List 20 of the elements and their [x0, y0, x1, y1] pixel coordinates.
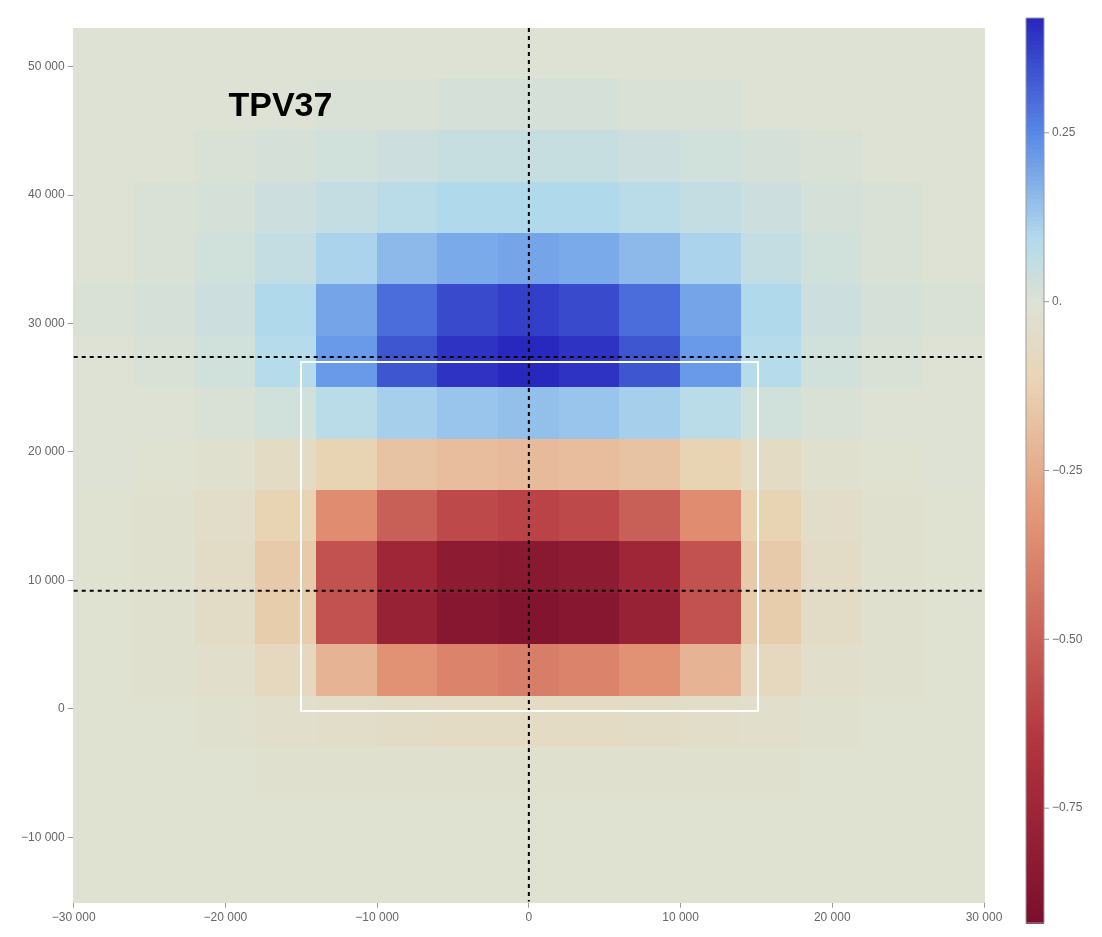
color-bar-label: 0.: [1052, 293, 1063, 308]
color-bar-label: −0.25: [1052, 462, 1083, 477]
y-tick-label: 40 000: [28, 187, 66, 202]
color-bar-label: 0.25: [1052, 125, 1076, 140]
color-bar-label: −0.75: [1052, 800, 1083, 815]
color-bar-label: −0.50: [1052, 631, 1083, 646]
y-tick-label: 20 000: [28, 444, 66, 459]
annotation: TPV37: [228, 85, 333, 123]
x-tick-label: −10 000: [355, 910, 400, 925]
y-tick-label: 0: [58, 701, 66, 716]
x-tick-label: 10 000: [662, 910, 700, 925]
y-tick-label: 50 000: [28, 58, 66, 73]
y-tick-label: 30 000: [28, 315, 66, 330]
x-tick-label: 30 000: [965, 910, 1003, 925]
x-tick-label: −30 000: [51, 910, 96, 925]
x-tick-label: 0: [525, 910, 533, 925]
y-tick-label: −10 000: [20, 829, 66, 844]
y-tick-label: 10 000: [28, 572, 66, 587]
x-tick-label: 20 000: [813, 910, 851, 925]
x-tick-label: −20 000: [203, 910, 248, 925]
